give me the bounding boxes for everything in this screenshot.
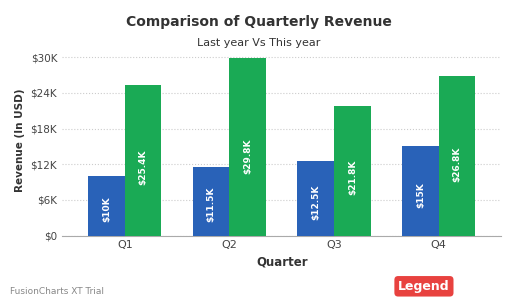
Bar — [297, 161, 334, 236]
Text: FusionCharts XT Trial: FusionCharts XT Trial — [10, 287, 104, 296]
Bar — [402, 146, 439, 236]
Y-axis label: Revenue (In USD): Revenue (In USD) — [15, 89, 25, 192]
Text: $10K: $10K — [102, 196, 111, 222]
Bar — [439, 76, 475, 236]
Text: $26.8K: $26.8K — [452, 146, 462, 182]
Bar — [125, 85, 161, 236]
Text: $29.8K: $29.8K — [244, 138, 252, 174]
Text: $21.8K: $21.8K — [348, 159, 357, 195]
Text: Legend: Legend — [398, 280, 450, 293]
Bar — [193, 167, 230, 236]
Text: $12.5K: $12.5K — [311, 185, 320, 220]
Text: $25.4K: $25.4K — [139, 150, 148, 185]
Text: Last year Vs This year: Last year Vs This year — [197, 38, 320, 48]
Bar — [334, 106, 371, 236]
Text: $11.5K: $11.5K — [207, 187, 216, 223]
Text: $15K: $15K — [416, 182, 425, 208]
Bar — [230, 58, 266, 236]
Text: Comparison of Quarterly Revenue: Comparison of Quarterly Revenue — [126, 15, 391, 29]
X-axis label: Quarter: Quarter — [256, 256, 308, 269]
Bar — [88, 176, 125, 236]
